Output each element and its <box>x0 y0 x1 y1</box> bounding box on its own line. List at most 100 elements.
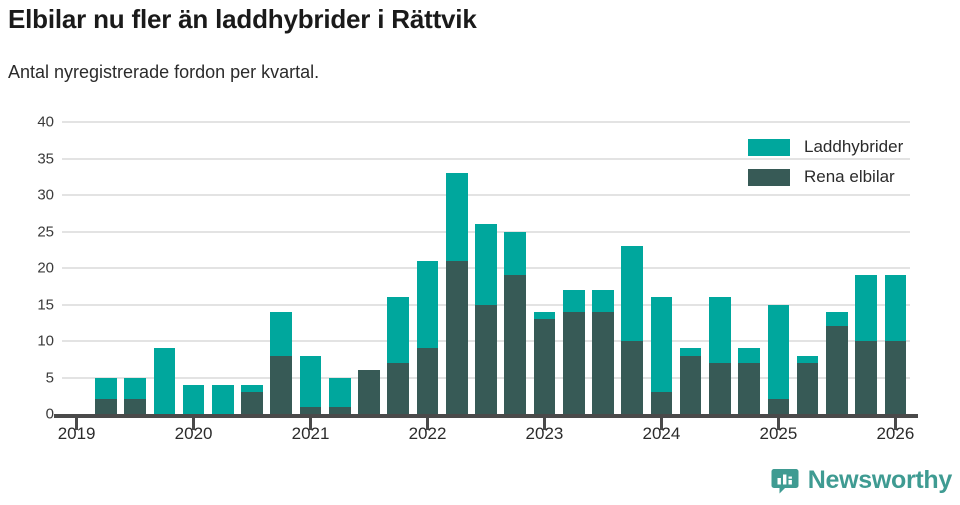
bar-segment-laddhybrider <box>592 289 614 312</box>
bar-2025-q4[interactable] <box>855 275 877 414</box>
legend-label-laddhybrider: Laddhybrider <box>804 137 904 156</box>
legend-label-rena-elbilar: Rena elbilar <box>804 167 895 186</box>
bar-segment-rena-elbilar <box>767 399 790 414</box>
x-axis-tick <box>426 418 430 430</box>
bar-2023-q4[interactable] <box>621 246 643 414</box>
bar-segment-rena-elbilar <box>445 260 468 414</box>
page-subtitle: Antal nyregistrerade fordon per kvartal. <box>8 62 320 82</box>
bar-2024-q1[interactable] <box>650 297 673 414</box>
gridline <box>62 194 910 196</box>
bar-segment-laddhybrider <box>650 297 673 393</box>
x-axis-tick-label: 2021 <box>291 424 330 443</box>
x-axis-tick <box>192 418 196 430</box>
bar-2025-q3[interactable] <box>826 311 848 414</box>
bar-2022-q2[interactable] <box>445 173 468 414</box>
bar-2021-q1[interactable] <box>299 355 322 414</box>
bar-segment-rena-elbilar <box>562 311 585 414</box>
bar-chart-speech-bubble-icon <box>771 467 799 495</box>
bar-2025-q1[interactable] <box>767 304 790 414</box>
bar-2022-q4[interactable] <box>504 231 527 414</box>
y-axis-tick-label: 5 <box>45 369 54 386</box>
bar-2020-q4[interactable] <box>270 311 293 414</box>
bar-segment-laddhybrider <box>621 246 643 342</box>
x-axis-tick <box>659 418 663 430</box>
bar-segment-laddhybrider <box>855 275 877 342</box>
bar-2024-q2[interactable] <box>679 348 702 414</box>
bar-segment-laddhybrider <box>241 384 263 393</box>
newsworthy-logo[interactable]: Newsworthy <box>771 466 952 495</box>
bar-2020-q1[interactable] <box>182 384 205 414</box>
bar-segment-laddhybrider <box>416 260 439 349</box>
x-axis-labels: 2019 2020 2021 2022 2023 2024 2025 2026 <box>0 424 960 450</box>
bar-segment-rena-elbilar <box>124 399 146 414</box>
gridline <box>62 121 910 123</box>
bar-segment-laddhybrider <box>884 275 907 342</box>
bar-2019-q2[interactable] <box>95 377 117 414</box>
bar-series-container <box>62 122 910 414</box>
bar-segment-laddhybrider <box>212 384 234 414</box>
bar-segment-laddhybrider <box>504 231 527 276</box>
x-axis-tick-label: 2024 <box>642 424 681 443</box>
page-title: Elbilar nu fler än laddhybrider i Rättvi… <box>8 4 477 34</box>
bar-segment-laddhybrider <box>124 377 146 400</box>
bar-segment-rena-elbilar <box>241 392 263 414</box>
bar-segment-laddhybrider <box>182 384 205 414</box>
legend-item-rena-elbilar[interactable]: Rena elbilar <box>748 163 903 191</box>
bar-segment-laddhybrider <box>387 297 410 363</box>
bar-segment-rena-elbilar <box>679 355 702 414</box>
bar-2020-q3[interactable] <box>241 384 263 414</box>
bar-2026-q1[interactable] <box>884 275 907 414</box>
bar-segment-rena-elbilar <box>475 304 497 414</box>
bar-segment-laddhybrider <box>679 348 702 356</box>
x-axis-tick <box>75 418 79 430</box>
plot-area <box>54 121 918 418</box>
bar-segment-laddhybrider <box>95 377 117 400</box>
y-axis-tick-label: 0 <box>45 405 54 423</box>
bar-2025-q2[interactable] <box>796 355 819 414</box>
newsworthy-wordmark: Newsworthy <box>807 466 953 494</box>
bar-2024-q3[interactable] <box>709 297 731 414</box>
x-axis-tick-label: 2022 <box>408 424 447 443</box>
bar-segment-rena-elbilar <box>738 362 760 414</box>
bar-2021-q2[interactable] <box>328 377 351 414</box>
bar-2023-q1[interactable] <box>533 311 556 414</box>
gridline <box>62 157 910 160</box>
bar-segment-laddhybrider <box>562 289 585 312</box>
bar-segment-rena-elbilar <box>826 326 848 414</box>
legend-item-laddhybrider[interactable]: Laddhybrider <box>748 133 903 161</box>
x-axis-ticks <box>62 414 910 430</box>
y-axis-tick-label: 35 <box>37 150 54 167</box>
bar-2022-q1[interactable] <box>416 260 439 414</box>
bar-segment-rena-elbilar <box>709 362 731 414</box>
y-axis-tick-label: 15 <box>37 296 54 313</box>
bar-segment-rena-elbilar <box>299 406 322 414</box>
bar-segment-laddhybrider <box>153 348 176 414</box>
bar-segment-rena-elbilar <box>270 355 293 414</box>
y-axis-tick-label: 10 <box>37 332 54 350</box>
chart-legend: Laddhybrider Rena elbilar <box>748 133 903 193</box>
bar-segment-rena-elbilar <box>592 311 614 414</box>
y-axis-labels: 0 5 10 15 20 25 30 35 40 <box>0 114 54 423</box>
bar-2019-q3[interactable] <box>124 377 146 414</box>
x-axis-tick <box>776 418 780 430</box>
bar-2023-q2[interactable] <box>562 289 585 414</box>
bar-segment-laddhybrider <box>445 173 468 261</box>
bar-2021-q3[interactable] <box>358 370 380 414</box>
bar-2019-q4[interactable] <box>153 348 176 414</box>
bar-2020-q2[interactable] <box>212 384 234 414</box>
bar-segment-laddhybrider <box>299 355 322 407</box>
bar-2021-q4[interactable] <box>387 297 410 414</box>
bar-2022-q3[interactable] <box>475 224 497 414</box>
bar-segment-rena-elbilar <box>504 275 527 414</box>
y-axis-tick-label: 20 <box>37 259 54 277</box>
bar-segment-rena-elbilar <box>328 406 351 414</box>
bar-2024-q4[interactable] <box>738 348 760 414</box>
y-axis-tick-label: 25 <box>37 223 54 240</box>
x-axis-tick-label: 2019 <box>57 424 96 443</box>
bar-segment-rena-elbilar <box>387 362 410 414</box>
x-axis-tick-label: 2020 <box>174 424 213 443</box>
bar-segment-rena-elbilar <box>884 341 907 414</box>
bar-2023-q3[interactable] <box>592 289 614 414</box>
bar-segment-laddhybrider <box>270 311 293 356</box>
